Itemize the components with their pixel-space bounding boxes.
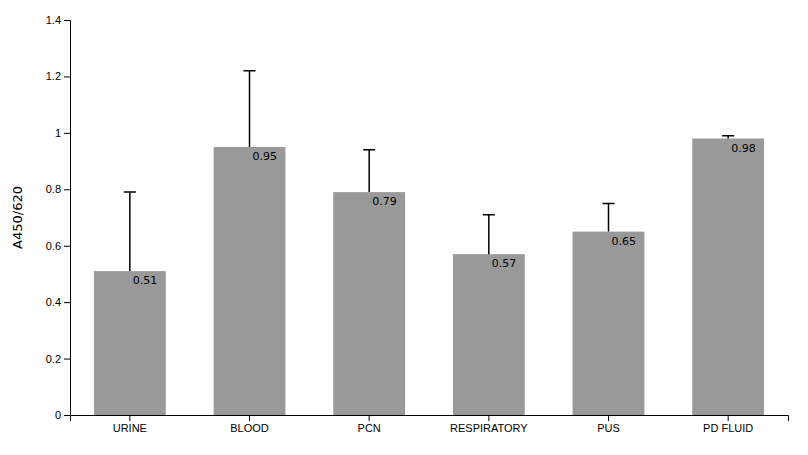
y-tick-label: 1	[55, 127, 61, 139]
y-tick-label: 0	[55, 409, 61, 421]
data-label: 0.79	[372, 195, 397, 208]
plot: 0 0.2 0.4 0.6 0.8 1 1.2 1.4 URINE BLOOD PCN RESPIRA…	[46, 14, 789, 434]
y-tick-label: 0.8	[46, 183, 61, 195]
y-tick-label: 1.2	[46, 70, 61, 82]
x-tick-mark	[728, 415, 729, 421]
bar	[573, 232, 645, 415]
y-tick: 0.6	[46, 240, 70, 252]
data-label: 0.98	[731, 142, 756, 155]
x-tick-label: PCN	[358, 422, 381, 434]
x-tick: PUS	[597, 415, 620, 434]
bar	[453, 254, 525, 415]
y-tick-label: 1.4	[46, 14, 61, 26]
data-label: 0.51	[133, 274, 158, 287]
x-tick-label: PUS	[597, 422, 620, 434]
x-tick-mark	[129, 415, 130, 421]
y-tick: 0.8	[46, 183, 70, 195]
y-tick-mark	[64, 20, 70, 21]
y-tick-mark	[64, 415, 70, 416]
y-axis: 0 0.2 0.4 0.6 0.8 1 1.2 1.4	[46, 14, 71, 421]
x-tick-label: URINE	[113, 422, 147, 434]
bar	[94, 271, 166, 415]
y-axis-title: A450/620	[10, 186, 25, 249]
marks	[94, 71, 764, 415]
data-label: 0.57	[492, 257, 517, 270]
y-tick: 0.2	[46, 353, 70, 365]
x-tick-mark	[369, 415, 370, 421]
x-tick-mark	[249, 415, 250, 421]
error-bar	[483, 215, 495, 255]
error-bar	[244, 71, 256, 147]
x-axis: URINE BLOOD PCN RESPIRATORY PUS PD FLUID	[71, 415, 789, 434]
chart: 0 0.2 0.4 0.6 0.8 1 1.2 1.4 URINE BLOOD PCN RESPIRA…	[0, 0, 808, 455]
error-bar	[124, 192, 136, 271]
x-tick: PCN	[358, 415, 381, 434]
x-tick-label: BLOOD	[230, 422, 269, 434]
y-tick-mark	[64, 189, 70, 190]
y-tick-label: 0.6	[46, 240, 61, 252]
x-tick-mark	[608, 415, 609, 421]
error-bar	[603, 203, 615, 231]
y-tick-mark	[64, 76, 70, 77]
y-tick-mark	[64, 246, 70, 247]
y-tick-mark	[64, 133, 70, 134]
data-labels: 0.51 0.95 0.79 0.57 0.65 0.98	[133, 142, 756, 288]
x-axis-line	[71, 416, 789, 422]
y-tick: 1.4	[46, 14, 70, 26]
y-tick-mark	[64, 302, 70, 303]
bar	[333, 192, 405, 415]
x-tick: PD FLUID	[703, 415, 753, 434]
y-axis-line	[64, 21, 71, 416]
y-tick-label: 0.4	[46, 296, 61, 308]
x-tick-mark	[488, 415, 489, 421]
y-tick-label: 0.2	[46, 353, 61, 365]
y-tick-mark	[64, 359, 70, 360]
y-tick: 0.4	[46, 296, 70, 308]
error-bar	[363, 150, 375, 192]
y-tick: 1	[55, 127, 70, 139]
bar	[214, 147, 286, 415]
x-tick-label: RESPIRATORY	[450, 422, 528, 434]
error-bar	[722, 136, 734, 139]
x-tick: RESPIRATORY	[450, 415, 528, 434]
y-tick: 0	[55, 409, 70, 421]
x-tick: URINE	[113, 415, 147, 434]
y-tick: 1.2	[46, 70, 70, 82]
data-label: 0.95	[253, 150, 278, 163]
data-label: 0.65	[612, 235, 637, 248]
x-tick: BLOOD	[230, 415, 269, 434]
bar	[692, 139, 764, 416]
x-tick-label: PD FLUID	[703, 422, 753, 434]
